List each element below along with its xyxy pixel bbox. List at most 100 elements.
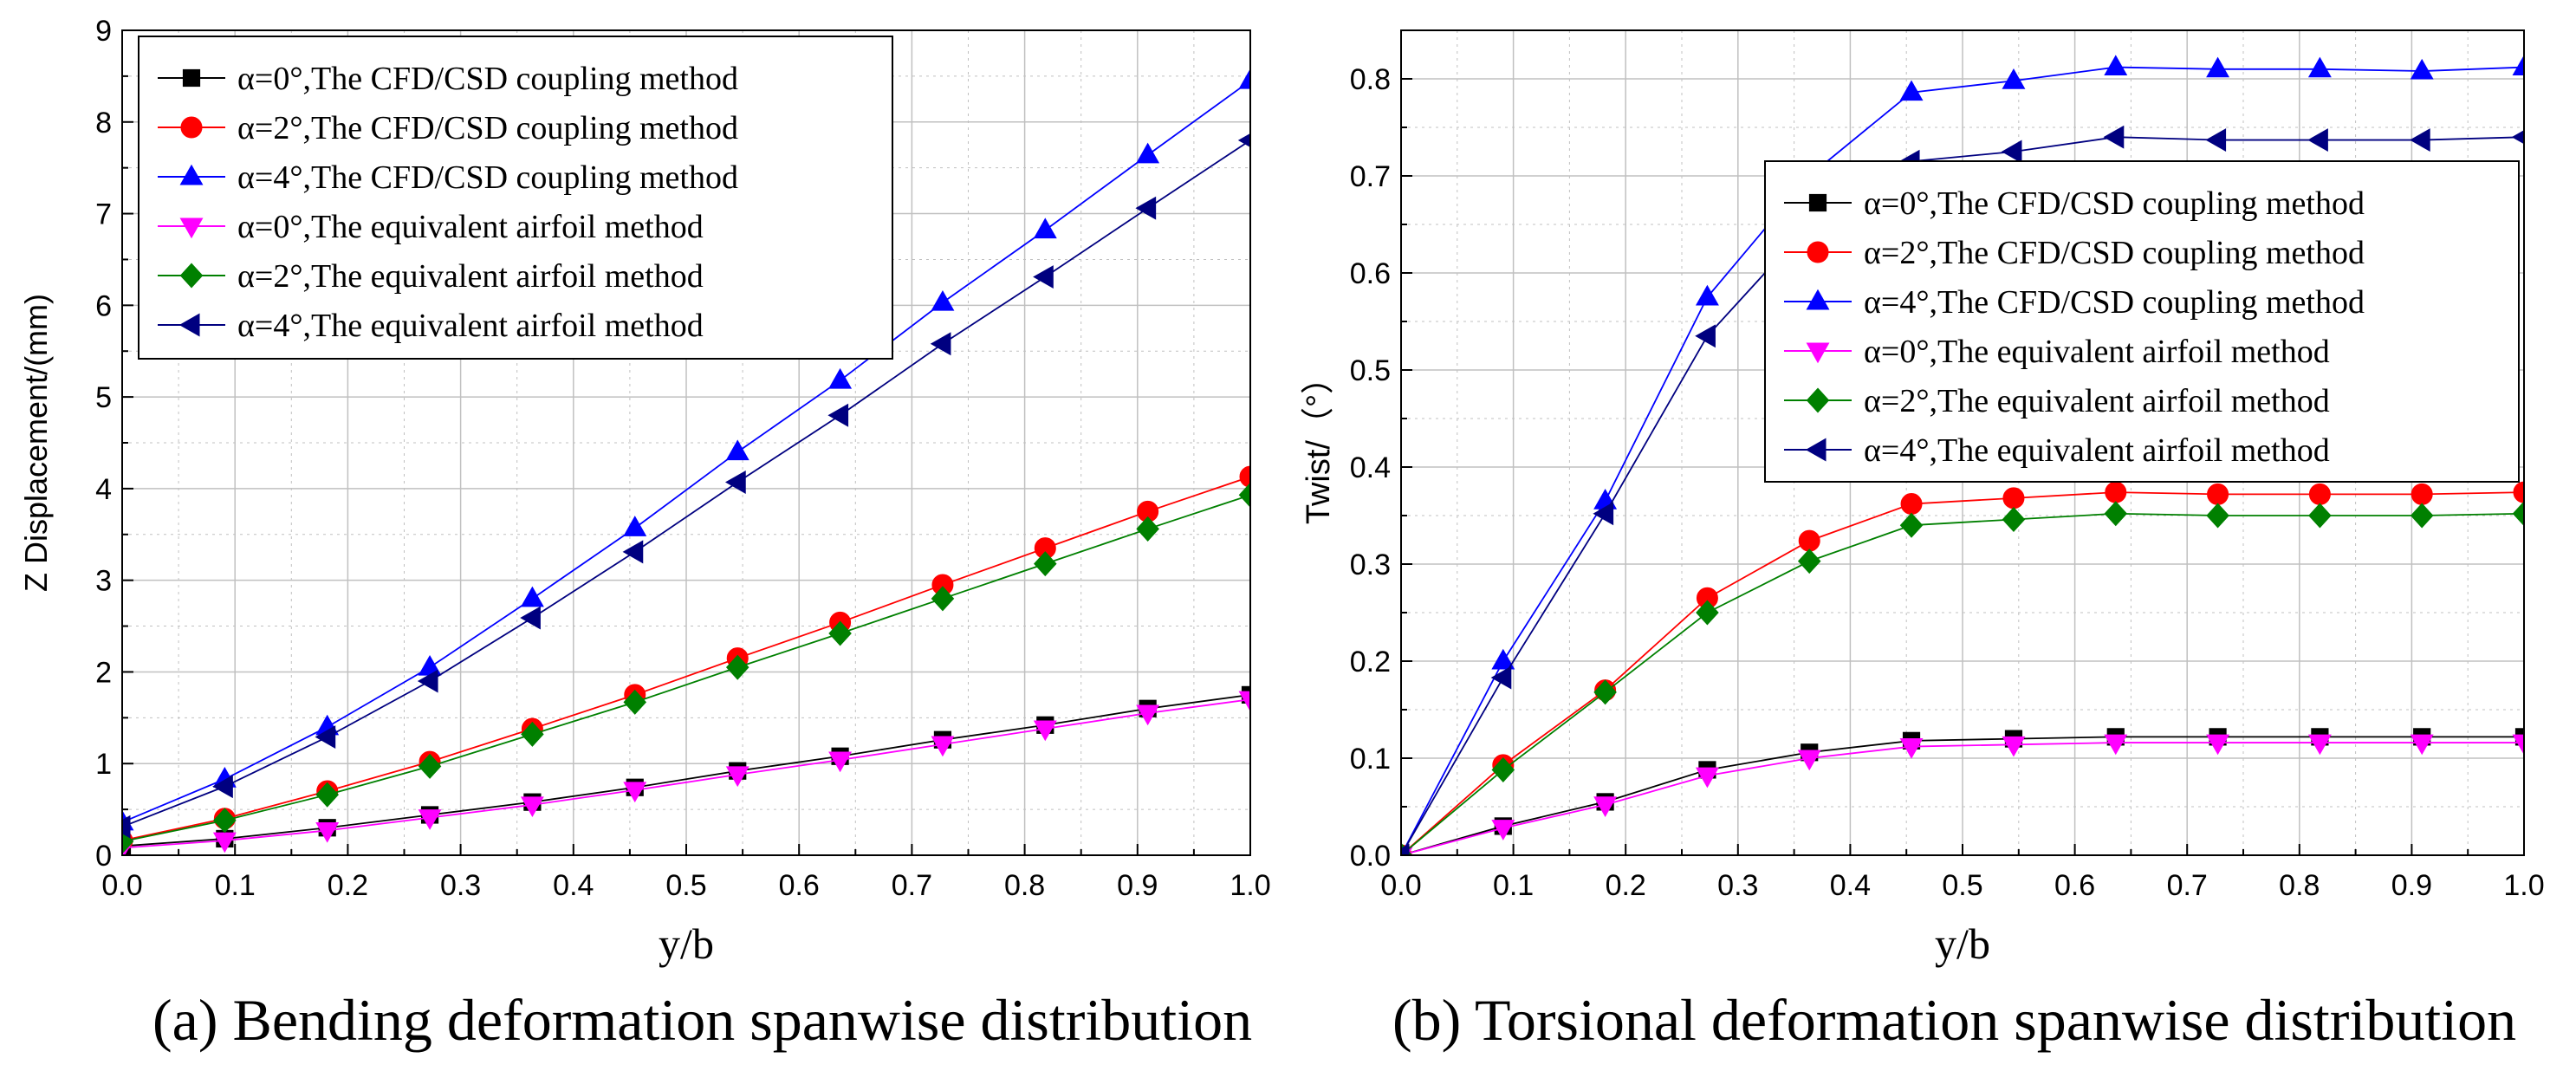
- x-tick-label: 0.1: [1493, 869, 1534, 902]
- y-tick-label: 8: [95, 107, 112, 140]
- legend-marker: [1805, 438, 1827, 462]
- x-tick-label: 0.5: [1942, 869, 1982, 902]
- data-point: [2512, 501, 2524, 527]
- data-point: [2307, 56, 2332, 78]
- legend-box: [1764, 160, 2520, 483]
- y-tick-label: 5: [95, 381, 112, 414]
- series-5: [1401, 125, 2524, 855]
- series-line: [1401, 512, 2524, 855]
- data-point: [521, 721, 544, 747]
- ticks-bending: [121, 29, 1251, 856]
- data-point: [1899, 80, 1924, 101]
- legend-marker: [179, 164, 204, 185]
- tick-labels-bending: 0.0 0.1 0.2 0.3 0.4 0.5 0.6 0.7 0.8 0.9 1.0 0 1 2 3 4 5 6…: [95, 15, 1271, 902]
- data-point: [725, 471, 746, 494]
- data-point: [1238, 691, 1250, 712]
- legend-marker: [1808, 193, 1827, 212]
- data-point: [725, 439, 749, 461]
- data-point: [2410, 58, 2434, 80]
- data-point: [1491, 820, 1515, 841]
- data-point: [931, 586, 955, 612]
- data-point: [1899, 738, 1924, 759]
- data-point: [1695, 767, 1719, 789]
- legend-label: α=4°,The equivalent airfoil method: [237, 308, 704, 344]
- data-point: [1401, 843, 1410, 855]
- series-4: [122, 482, 1250, 854]
- legend-marker: [1806, 289, 1830, 310]
- data-point: [828, 751, 853, 773]
- data-point: [1239, 465, 1250, 488]
- legend-marker: [179, 263, 204, 289]
- y-tick-label: 2: [95, 656, 112, 689]
- x-tick-label: 0.9: [1117, 869, 1158, 902]
- data-point: [1593, 679, 1617, 705]
- data-point: [315, 782, 339, 808]
- x-tick-label: 0.2: [328, 869, 368, 902]
- legend-box: [138, 36, 893, 360]
- series-line: [122, 698, 1250, 849]
- tick-labels-torsion: 0.0 0.1 0.2 0.3 0.4 0.5 0.6 0.7 0.8 0.9 1.0 0.0 0.1 0…: [1350, 63, 2545, 902]
- legend-label: α=4°,The equivalent airfoil method: [1864, 432, 2330, 469]
- data-point: [2307, 734, 2332, 756]
- x-tick-label: 0.7: [2167, 869, 2208, 902]
- x-tick-label: 0.4: [553, 869, 594, 902]
- data-point: [930, 332, 951, 356]
- legend-label: α=4°,The CFD/CSD coupling method: [237, 159, 738, 196]
- data-point: [1798, 529, 1820, 552]
- x-tick-label: 0.7: [892, 869, 932, 902]
- y-tick-label: 0.5: [1350, 354, 1391, 387]
- x-tick-label: 0.2: [1606, 869, 1646, 902]
- data-point: [622, 540, 644, 564]
- legend-item: α=2°,The equivalent airfoil method: [1784, 383, 2330, 419]
- y-tick-label: 4: [95, 473, 112, 506]
- data-point: [2001, 140, 2022, 164]
- data-point: [1136, 516, 1159, 542]
- data-point: [2104, 734, 2128, 756]
- data-point: [2308, 483, 2331, 505]
- data-point: [520, 796, 544, 818]
- data-point: [1797, 750, 1821, 771]
- data-point: [1491, 648, 1515, 670]
- legend-item: α=2°,The CFD/CSD coupling method: [1784, 235, 2365, 271]
- data-point: [1491, 756, 1515, 782]
- series-layer-torsion: [1401, 55, 2524, 855]
- x-tick-label: 0.5: [665, 869, 706, 902]
- legend-label: α=0°,The CFD/CSD coupling method: [1864, 185, 2365, 222]
- data-point: [1695, 284, 1719, 306]
- data-point: [1135, 196, 1157, 220]
- legend-item: α=0°,The CFD/CSD coupling method: [158, 61, 738, 97]
- data-point: [725, 766, 749, 788]
- legend-label: α=2°,The equivalent airfoil method: [1864, 383, 2330, 419]
- legend-item: α=0°,The equivalent airfoil method: [158, 209, 704, 245]
- data-point: [2206, 56, 2230, 78]
- legend-marker: [179, 217, 204, 239]
- data-point: [2002, 506, 2026, 533]
- data-point: [1696, 600, 1719, 626]
- series-line: [1401, 742, 2524, 855]
- series-1: [1401, 481, 2524, 855]
- data-point: [520, 586, 544, 607]
- x-tick-label: 0.9: [2391, 869, 2432, 902]
- series-line: [1401, 736, 2524, 855]
- x-tick-label: 0.8: [2279, 869, 2320, 902]
- legend-label: α=2°,The equivalent airfoil method: [237, 258, 704, 295]
- data-point: [2206, 734, 2230, 756]
- data-point: [417, 669, 438, 693]
- data-point: [2103, 125, 2125, 149]
- legend-item: α=2°,The CFD/CSD coupling method: [158, 110, 738, 146]
- legend-label: α=0°,The equivalent airfoil method: [1864, 334, 2330, 370]
- data-point: [623, 516, 647, 536]
- y-tick-label: 0.6: [1350, 257, 1391, 290]
- y-tick-label: 0.1: [1350, 743, 1391, 776]
- data-point: [1034, 551, 1057, 577]
- x-tick-label: 0.8: [1004, 869, 1045, 902]
- data-point: [931, 736, 955, 757]
- series-line: [122, 693, 1250, 847]
- data-point: [1238, 68, 1250, 89]
- legend-item: α=4°,The CFD/CSD coupling method: [158, 159, 738, 196]
- legend-marker: [178, 313, 200, 337]
- x-tick-label: 0.0: [101, 869, 142, 902]
- series-3: [122, 691, 1250, 855]
- y-tick-label: 7: [95, 198, 112, 231]
- y-tick-label: 1: [95, 748, 112, 781]
